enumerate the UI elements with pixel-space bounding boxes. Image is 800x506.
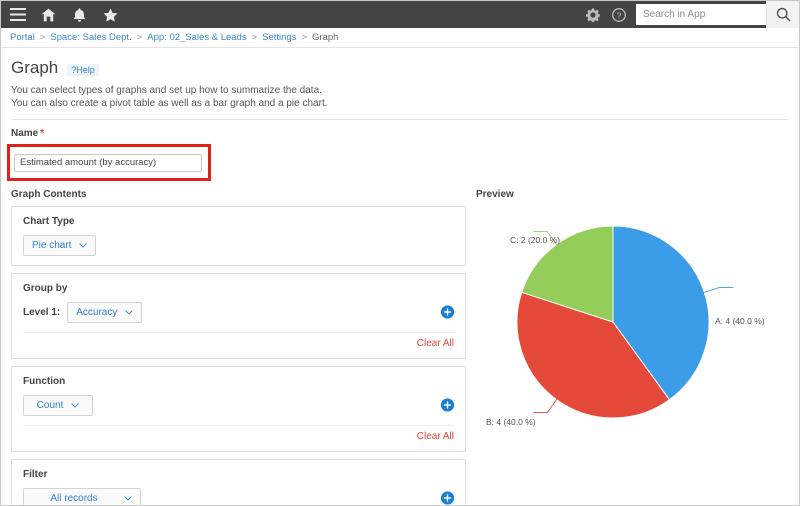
function-row: Count [23,394,454,416]
chevron-down-icon [71,402,80,408]
name-field-highlight [7,144,211,181]
breadcrumb-separator: > [301,32,308,43]
search-input[interactable] [643,9,766,20]
chevron-down-icon [125,309,134,315]
star-icon[interactable] [102,6,119,23]
preview-label: Preview [476,188,514,200]
help-badge[interactable]: ?Help [67,64,99,76]
page-content: Graph ?Help You can select types of grap… [1,48,799,505]
graph-contents-title: Graph Contents [11,188,87,200]
chart-type-row: Pie chart [23,234,454,256]
group-by-card: Group by Level 1: Accuracy Clear All [11,272,466,359]
group-by-field-dropdown[interactable]: Accuracy [67,301,143,323]
svg-text:?: ? [617,10,622,20]
page-description-line-1: You can select types of graphs and set u… [11,85,322,96]
pie-label-c: C: 2 (20.0 %) [510,234,561,245]
function-value: Count [36,399,64,411]
main-columns: Graph Contents Chart Type Pie chart Grou… [11,188,789,505]
filter-value: All records [50,492,98,504]
filter-dropdown[interactable]: All records [23,487,141,505]
group-by-value: Accuracy [76,306,118,318]
divider [11,119,789,120]
pie-leader-line [533,397,559,413]
chart-type-label: Chart Type [23,215,75,227]
function-add-button[interactable] [441,398,454,412]
filter-add-button[interactable] [441,491,454,505]
group-by-row: Level 1: Accuracy [23,301,454,323]
graph-contents-column: Graph Contents Chart Type Pie chart Grou… [11,188,466,505]
breadcrumb-item-settings[interactable]: Settings [262,32,297,43]
name-field-label: Name * [11,128,789,139]
group-by-level-label: Level 1: [23,306,61,318]
chevron-down-icon [124,495,132,501]
function-label: Function [23,375,66,387]
page-title: Graph [11,58,59,77]
card-divider [23,331,454,333]
page-title-row: Graph ?Help [11,58,789,78]
pie-chart: A: 4 (40.0 %) B: 4 (40.0 %) C: 2 (20.0 %… [470,204,795,444]
top-nav-icon-group [9,6,119,23]
breadcrumb-item-space[interactable]: Space: Sales Dept. [50,32,132,43]
chart-type-card: Chart Type Pie chart [11,205,466,266]
home-icon[interactable] [40,6,57,23]
menu-icon[interactable] [9,6,26,23]
pie-chart-svg [516,224,734,418]
help-icon[interactable]: ? [606,1,632,28]
breadcrumb-item-graph: Graph [312,32,339,43]
chevron-down-icon [79,242,88,248]
breadcrumb-separator: > [136,32,143,43]
breadcrumb-item-app[interactable]: App: 02_Sales & Leads [147,32,247,43]
name-label-text: Name [11,128,39,139]
breadcrumb-separator: > [251,32,258,43]
filter-card: Filter All records [11,458,466,505]
gear-icon[interactable] [580,1,606,28]
search-box[interactable] [636,4,766,25]
breadcrumb-item-portal[interactable]: Portal [10,32,35,43]
group-by-label: Group by [23,282,68,294]
group-by-clear-all[interactable]: Clear All [416,337,454,349]
required-marker: * [40,128,45,139]
filter-label: Filter [23,468,48,480]
group-by-add-button[interactable] [441,305,454,319]
name-input[interactable] [14,153,202,172]
function-dropdown[interactable]: Count [23,394,93,416]
chart-type-value: Pie chart [32,239,72,251]
preview-column: Preview A: 4 (40.0 %) B: 4 (40.0 %) C: 2… [466,189,795,444]
search-button[interactable] [766,1,799,28]
function-card: Function Count Clear All [11,365,466,452]
top-nav-right-group: ? [580,1,799,28]
pie-label-b: B: 4 (40.0 %) [486,416,536,427]
function-clear-all[interactable]: Clear All [416,430,454,442]
pie-leader-line [702,286,734,293]
top-navigation-bar: ? [1,1,799,28]
breadcrumb: Portal > Space: Sales Dept. > App: 02_Sa… [1,28,799,48]
pie-label-a: A: 4 (40.0 %) [715,315,765,326]
breadcrumb-separator: > [39,32,46,43]
card-divider [23,424,454,426]
bell-icon[interactable] [71,6,88,23]
page-description-line-2: You can also create a pivot table as wel… [11,98,328,109]
filter-row: All records [23,487,454,505]
pie-leader-line [533,230,559,246]
chart-type-dropdown[interactable]: Pie chart [23,234,97,256]
